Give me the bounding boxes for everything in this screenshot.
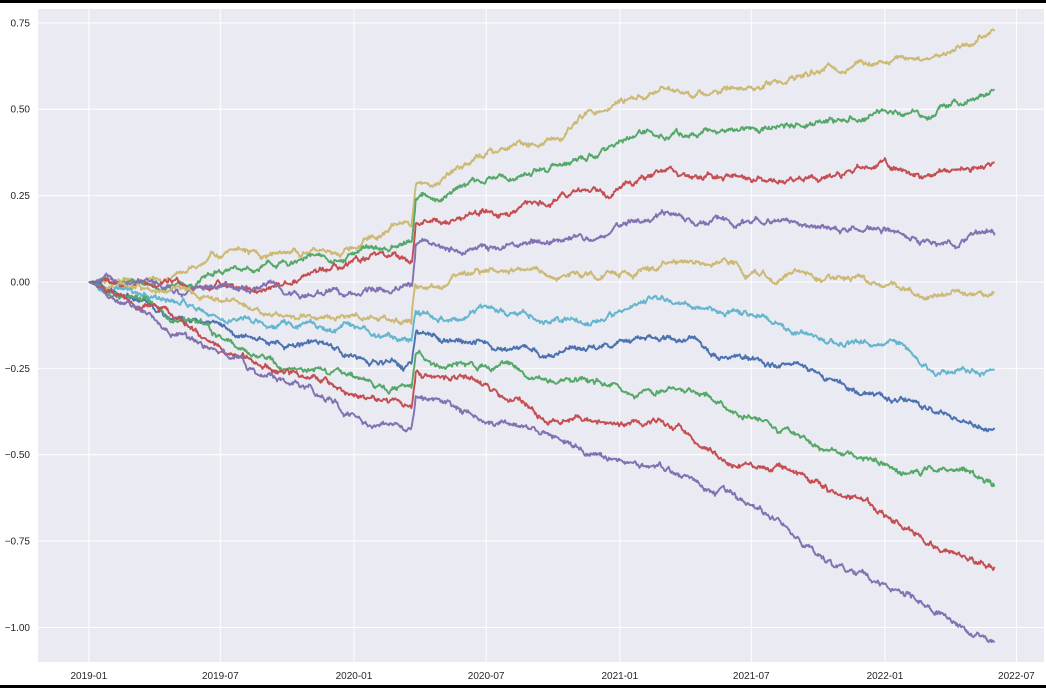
bottom-border bbox=[0, 685, 1046, 688]
series-line-8 bbox=[88, 281, 996, 488]
plot-area bbox=[38, 9, 1044, 662]
y-tick-label: 0.00 bbox=[11, 277, 31, 288]
series-line-4 bbox=[88, 209, 996, 300]
series-line-1 bbox=[88, 28, 996, 287]
x-tick-label: 2021-07 bbox=[733, 671, 770, 682]
x-tick-label: 2020-07 bbox=[468, 671, 505, 682]
grid-lines bbox=[38, 9, 1044, 662]
top-border bbox=[0, 0, 1046, 3]
x-tick-label: 2019-07 bbox=[202, 671, 239, 682]
y-tick-label: −0.75 bbox=[5, 537, 31, 548]
y-tick-label: 0.75 bbox=[11, 18, 31, 29]
y-axis-tick-labels: 0.75 0.50 0.25 0.00 −0.25 −0.50 −0.75 −1.00 bbox=[5, 18, 31, 634]
y-tick-label: 0.50 bbox=[11, 105, 31, 116]
series-line-6 bbox=[88, 281, 995, 378]
x-tick-label: 2021-01 bbox=[601, 671, 638, 682]
y-tick-label: −0.50 bbox=[5, 450, 31, 461]
series-line-10 bbox=[88, 281, 996, 644]
x-tick-label: 2019-01 bbox=[70, 671, 107, 682]
y-tick-label: −1.00 bbox=[5, 623, 31, 634]
x-axis-tick-labels: 2019-01 2019-07 2020-01 2020-07 2021-01 2021-… bbox=[70, 671, 1035, 682]
x-tick-label: 2022-07 bbox=[998, 671, 1035, 682]
series-line-5 bbox=[88, 257, 995, 326]
series-line-7 bbox=[88, 280, 996, 433]
series-group bbox=[88, 28, 996, 644]
y-tick-label: 0.25 bbox=[11, 191, 31, 202]
y-tick-label: −0.25 bbox=[5, 364, 31, 375]
series-line-2 bbox=[88, 88, 995, 292]
x-tick-label: 2020-01 bbox=[336, 671, 373, 682]
x-tick-label: 2022-01 bbox=[867, 671, 904, 682]
